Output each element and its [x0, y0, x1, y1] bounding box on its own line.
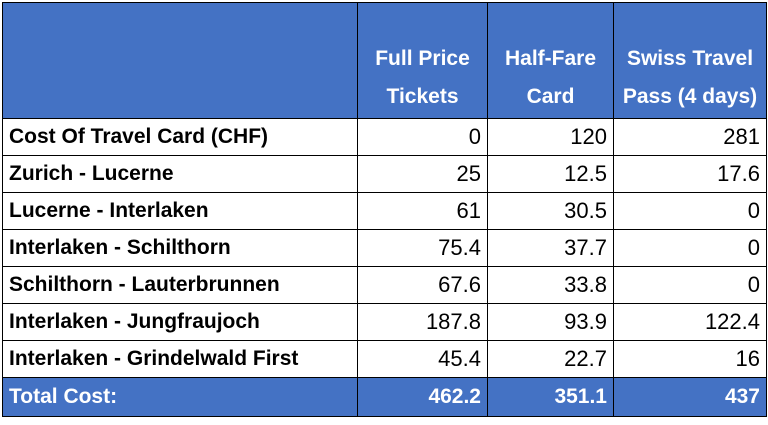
value-cell: 351.1 — [487, 377, 614, 417]
row-label: Cost Of Travel Card (CHF) — [2, 118, 358, 156]
value-cell: 22.7 — [487, 340, 614, 378]
value-cell: 120 — [487, 118, 614, 156]
row-label: Total Cost: — [2, 377, 358, 417]
value-cell: 122.4 — [613, 303, 767, 341]
column-header: Swiss Travel Pass (4 days) — [613, 2, 767, 119]
table-row: Cost Of Travel Card (CHF) 0 120 281 — [2, 118, 767, 156]
value-cell: 37.7 — [487, 229, 614, 267]
table-row: Interlaken - Grindelwald First 45.4 22.7 16 — [2, 340, 767, 378]
row-label: Lucerne - Interlaken — [2, 192, 358, 230]
table-row: Interlaken - Jungfraujoch 187.8 93.9 122.4 — [2, 303, 767, 341]
value-cell: 17.6 — [613, 155, 767, 193]
value-cell: 437 — [613, 377, 767, 417]
value-cell: 12.5 — [487, 155, 614, 193]
value-cell: 0 — [357, 118, 488, 156]
table-row: Schilthorn - Lauterbrunnen 67.6 33.8 0 — [2, 266, 767, 304]
value-cell: 0 — [613, 266, 767, 304]
row-label: Schilthorn - Lauterbrunnen — [2, 266, 358, 304]
value-cell: 30.5 — [487, 192, 614, 230]
row-label: Zurich - Lucerne — [2, 155, 358, 193]
value-cell: 16 — [613, 340, 767, 378]
value-cell: 462.2 — [357, 377, 488, 417]
value-cell: 75.4 — [357, 229, 488, 267]
column-header: Full Price Tickets — [357, 2, 488, 119]
table-row: Zurich - Lucerne 25 12.5 17.6 — [2, 155, 767, 193]
table-body: Cost Of Travel Card (CHF) 0 120 281 Zurich -… — [2, 118, 767, 378]
cost-table: Full Price Tickets Half-Fare Card Swiss … — [2, 2, 767, 417]
column-header: Half-Fare Card — [487, 2, 614, 119]
value-cell: 61 — [357, 192, 488, 230]
row-label: Interlaken - Jungfraujoch — [2, 303, 358, 341]
value-cell: 0 — [613, 192, 767, 230]
table-footer: Total Cost: 462.2 351.1 437 — [2, 377, 767, 417]
corner-cell — [2, 2, 358, 119]
value-cell: 93.9 — [487, 303, 614, 341]
value-cell: 0 — [613, 229, 767, 267]
value-cell: 67.6 — [357, 266, 488, 304]
value-cell: 25 — [357, 155, 488, 193]
header-row: Full Price Tickets Half-Fare Card Swiss … — [2, 2, 767, 119]
table-header: Full Price Tickets Half-Fare Card Swiss … — [2, 2, 767, 119]
row-label: Interlaken - Grindelwald First — [2, 340, 358, 378]
table-row: Lucerne - Interlaken 61 30.5 0 — [2, 192, 767, 230]
row-label: Interlaken - Schilthorn — [2, 229, 358, 267]
table-row: Total Cost: 462.2 351.1 437 — [2, 377, 767, 417]
value-cell: 187.8 — [357, 303, 488, 341]
table-row: Interlaken - Schilthorn 75.4 37.7 0 — [2, 229, 767, 267]
value-cell: 281 — [613, 118, 767, 156]
value-cell: 33.8 — [487, 266, 614, 304]
value-cell: 45.4 — [357, 340, 488, 378]
